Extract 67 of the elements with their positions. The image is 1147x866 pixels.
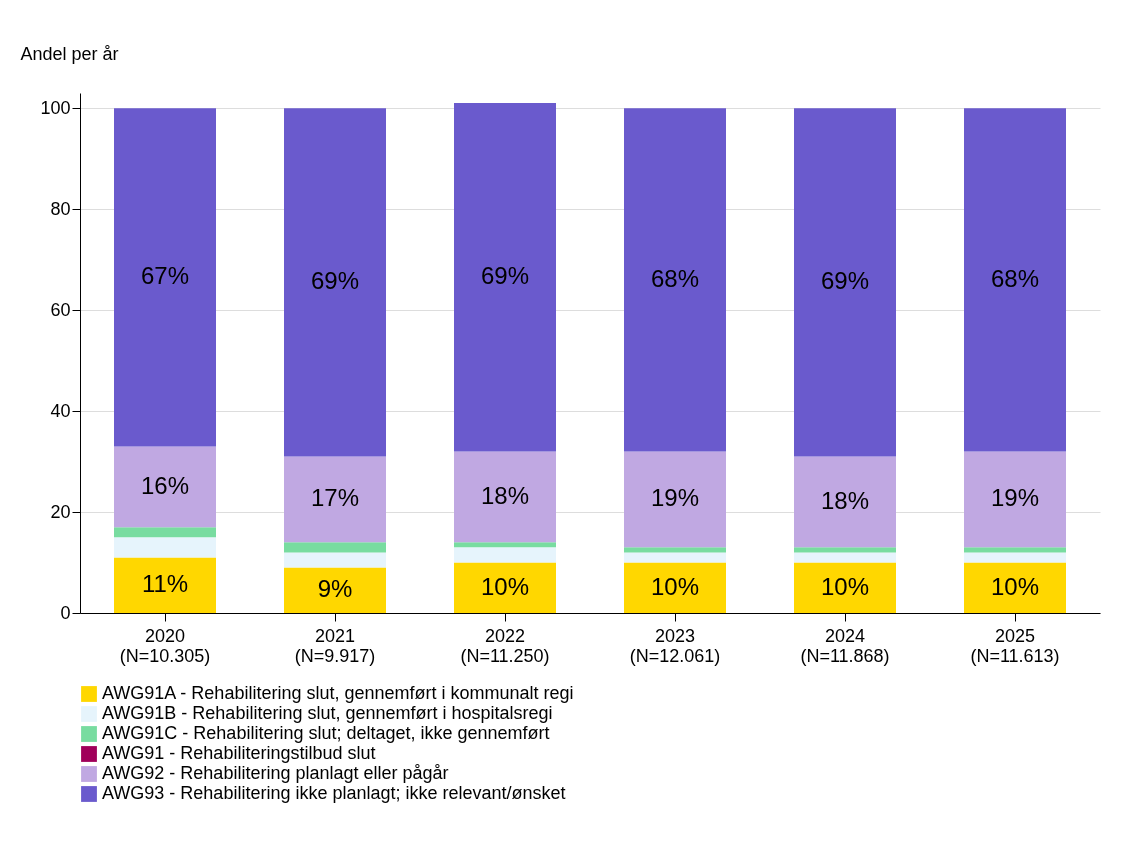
y-tick-label: 100 — [40, 97, 71, 118]
legend-label: AWG93 - Rehabilitering ikke planlagt; ikke relevant/ønsket — [102, 783, 566, 803]
bar — [114, 557, 216, 613]
data-label: 11% — [141, 570, 189, 598]
y-axis-title: Andel per år — [20, 43, 119, 64]
bar — [964, 552, 1066, 563]
x-tick-label: 2023 (N=12.061) — [629, 625, 721, 666]
bar — [794, 547, 896, 553]
bar — [284, 456, 386, 543]
bar — [964, 451, 1066, 548]
bar — [114, 537, 216, 558]
data-label: 18% — [480, 481, 530, 509]
bar — [454, 103, 556, 452]
bar — [624, 451, 726, 548]
bar — [624, 562, 726, 613]
bar — [284, 552, 386, 568]
bar — [284, 542, 386, 553]
legend-label: AWG91B - Rehabilitering slut, gennemført i hospitalsregi — [102, 703, 553, 723]
data-label: 9% — [317, 575, 353, 603]
bar — [284, 567, 386, 613]
data-label: 18% — [820, 486, 870, 514]
y-tick-label: 20 — [50, 501, 71, 522]
bar — [114, 108, 216, 447]
data-label: 10% — [820, 572, 870, 600]
bar — [964, 547, 1066, 553]
bar — [624, 547, 726, 553]
bar — [114, 527, 216, 538]
data-label: 68% — [990, 264, 1040, 292]
bar — [624, 552, 726, 563]
y-tick-label: 0 — [60, 602, 71, 623]
data-label: 69% — [310, 267, 360, 295]
bar — [794, 562, 896, 613]
bar — [454, 547, 556, 563]
legend-label: AWG91 - Rehabiliteringstilbud slut — [102, 743, 376, 763]
x-tick-label: 2024 (N=11.868) — [800, 625, 890, 666]
data-label: 68% — [650, 264, 700, 292]
data-label: 19% — [650, 484, 700, 512]
data-label: 19% — [990, 484, 1040, 512]
bar — [794, 108, 896, 457]
data-label: 16% — [140, 471, 190, 499]
y-tick-label: 40 — [50, 400, 71, 421]
x-tick-label: 2020 (N=10.305) — [119, 625, 211, 666]
bar — [794, 456, 896, 548]
data-label: 10% — [480, 572, 530, 600]
legend-label: AWG91C - Rehabilitering slut; deltaget, ikke gennemført — [102, 723, 550, 743]
x-tick-label: 2021 (N=9.917) — [294, 625, 376, 666]
y-tick-label: 80 — [50, 198, 71, 219]
data-label: 10% — [990, 572, 1040, 600]
legend-label: AWG92 - Rehabilitering planlagt eller pågår — [102, 763, 449, 783]
x-tick-label: 2025 (N=11.613) — [970, 625, 1060, 666]
y-tick-label: 60 — [50, 299, 71, 320]
bar — [454, 451, 556, 543]
bar — [964, 108, 1066, 452]
x-tick-label: 2022 (N=11.250) — [460, 625, 550, 666]
data-label: 69% — [480, 262, 530, 290]
data-label: 67% — [140, 262, 190, 290]
bar — [624, 108, 726, 452]
bar — [454, 562, 556, 613]
data-label: 17% — [310, 484, 360, 512]
bar — [964, 562, 1066, 613]
data-label: 10% — [650, 572, 700, 600]
bar — [284, 108, 386, 457]
data-label: 69% — [820, 267, 870, 295]
bar — [794, 552, 896, 563]
bar — [454, 542, 556, 548]
bar — [114, 446, 216, 528]
legend-label: AWG91A - Rehabilitering slut, gennemført i kommunalt regi — [102, 683, 574, 703]
